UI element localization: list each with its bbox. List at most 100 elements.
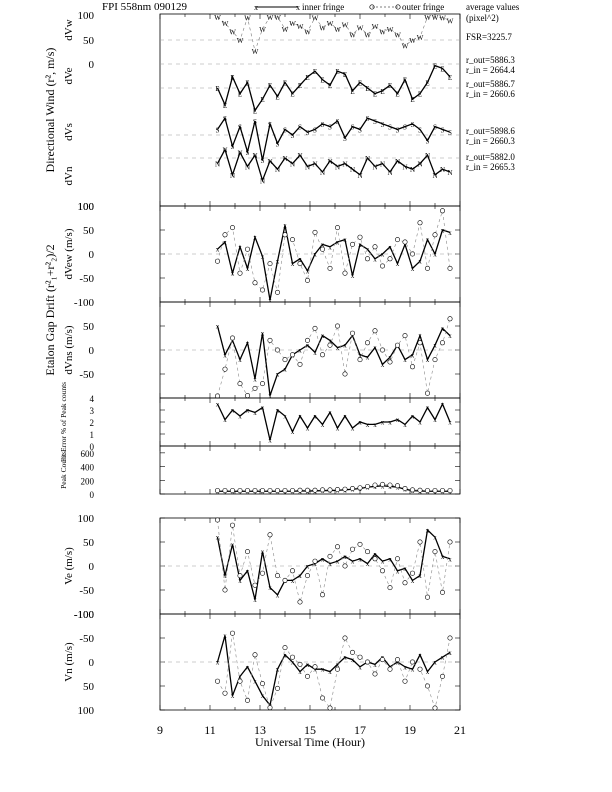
data-point-inner: x: [351, 558, 355, 566]
data-point-inner: x: [366, 354, 370, 362]
data-point-inner: x: [366, 246, 370, 254]
data-point-inner: x: [298, 668, 302, 676]
data-point-outer: [297, 487, 303, 493]
data-point-outer: [439, 208, 445, 214]
data-point-inner: x: [343, 342, 347, 350]
data-point-outer: [289, 352, 295, 358]
data-point-N: N: [387, 169, 392, 177]
data-point-inner: x: [328, 337, 332, 345]
data-point-S: S: [411, 121, 415, 129]
y-tick-label: 0: [89, 561, 95, 573]
data-point-inner: x: [418, 332, 422, 340]
data-point-outer: [439, 673, 445, 679]
data-point-outer: [245, 246, 251, 252]
x-tick-label: 19: [404, 723, 416, 737]
data-point-W: W: [229, 29, 236, 37]
y-tick-label: 0: [89, 345, 95, 357]
data-point-outer: [282, 232, 288, 238]
chart-title: FPI 558nm 090129: [102, 1, 187, 13]
data-point-outer: [334, 323, 340, 329]
data-point-inner: x: [261, 404, 265, 412]
data-point-inner: x: [238, 673, 242, 681]
data-point-inner: x: [426, 404, 430, 412]
data-point-E: E: [395, 91, 399, 99]
data-point-outer: [447, 539, 453, 545]
data-point-S: S: [313, 126, 317, 134]
data-point-inner: x: [276, 407, 280, 415]
data-point-N: N: [350, 166, 355, 174]
data-point-inner: x: [448, 419, 452, 427]
data-point-inner: x: [291, 659, 295, 667]
data-point-inner: x: [276, 666, 280, 674]
data-point-outer: [372, 244, 378, 250]
data-point-N: N: [305, 163, 310, 171]
data-point-E: E: [343, 71, 347, 79]
data-point-outer: [357, 357, 363, 363]
axis-label-dVe: dVe: [63, 67, 75, 84]
data-point-outer: [230, 335, 236, 341]
data-point-outer: [387, 482, 393, 488]
y-tick-label: -100: [74, 297, 95, 309]
data-point-outer: [327, 705, 333, 711]
data-point-outer: [417, 340, 423, 346]
data-point-outer: [215, 488, 221, 494]
data-point-W: W: [267, 14, 274, 22]
x-tick-label: 11: [204, 723, 216, 737]
data-point-N: N: [342, 161, 347, 169]
data-point-outer: [319, 695, 325, 701]
y-tick-label: 400: [81, 463, 95, 473]
data-point-outer: [364, 483, 370, 489]
data-point-W: W: [297, 23, 304, 31]
data-point-outer: [230, 225, 236, 231]
series-line-E: [216, 64, 451, 112]
legend-outer-marker: [369, 4, 375, 10]
series-line-W: [217, 16, 451, 53]
data-point-inner: x: [216, 534, 220, 542]
data-point-outer: [274, 573, 280, 579]
data-point-inner: x: [253, 375, 257, 383]
data-point-outer: [282, 577, 288, 583]
data-point-W: W: [252, 48, 259, 56]
data-point-outer: [349, 649, 355, 655]
data-point-inner: x: [216, 246, 220, 254]
stat-value: r_in = 2660.3: [466, 136, 515, 146]
data-point-N: N: [252, 152, 257, 160]
data-point-inner: x: [246, 339, 250, 347]
data-point-outer: [417, 487, 423, 493]
data-point-inner: x: [306, 563, 310, 571]
data-point-outer: [432, 488, 438, 494]
data-point-outer: [237, 270, 243, 276]
data-point-inner: x: [366, 560, 370, 568]
data-point-outer: [334, 666, 340, 672]
data-point-outer: [274, 488, 280, 494]
data-point-inner: x: [403, 356, 407, 364]
data-point-outer: [327, 265, 333, 271]
data-point-outer: [282, 645, 288, 651]
data-point-outer: [447, 316, 453, 322]
y-tick-label: 50: [83, 681, 95, 693]
data-point-inner: x: [283, 366, 287, 374]
data-point-N: N: [312, 161, 317, 169]
data-point-N: N: [327, 158, 332, 166]
data-point-outer: [394, 657, 400, 663]
data-point-outer: [372, 328, 378, 334]
data-point-outer: [215, 258, 221, 264]
data-point-inner: x: [223, 351, 227, 359]
legend-outer-label: outer fringe: [402, 2, 444, 12]
data-point-inner: x: [441, 227, 445, 235]
data-point-outer: [222, 366, 228, 372]
data-point-inner: x: [321, 332, 325, 340]
x-tick-label: 9: [157, 723, 163, 737]
data-point-inner: x: [291, 428, 295, 436]
data-point-outer: [259, 287, 265, 293]
data-point-inner: x: [441, 553, 445, 561]
data-point-N: N: [447, 169, 452, 177]
data-point-inner: x: [253, 234, 257, 242]
data-point-S: S: [396, 126, 400, 134]
data-point-N: N: [395, 158, 400, 166]
data-point-outer: [312, 487, 318, 493]
data-point-outer: [409, 570, 415, 576]
data-point-outer: [424, 390, 430, 396]
data-point-W: W: [357, 24, 364, 32]
